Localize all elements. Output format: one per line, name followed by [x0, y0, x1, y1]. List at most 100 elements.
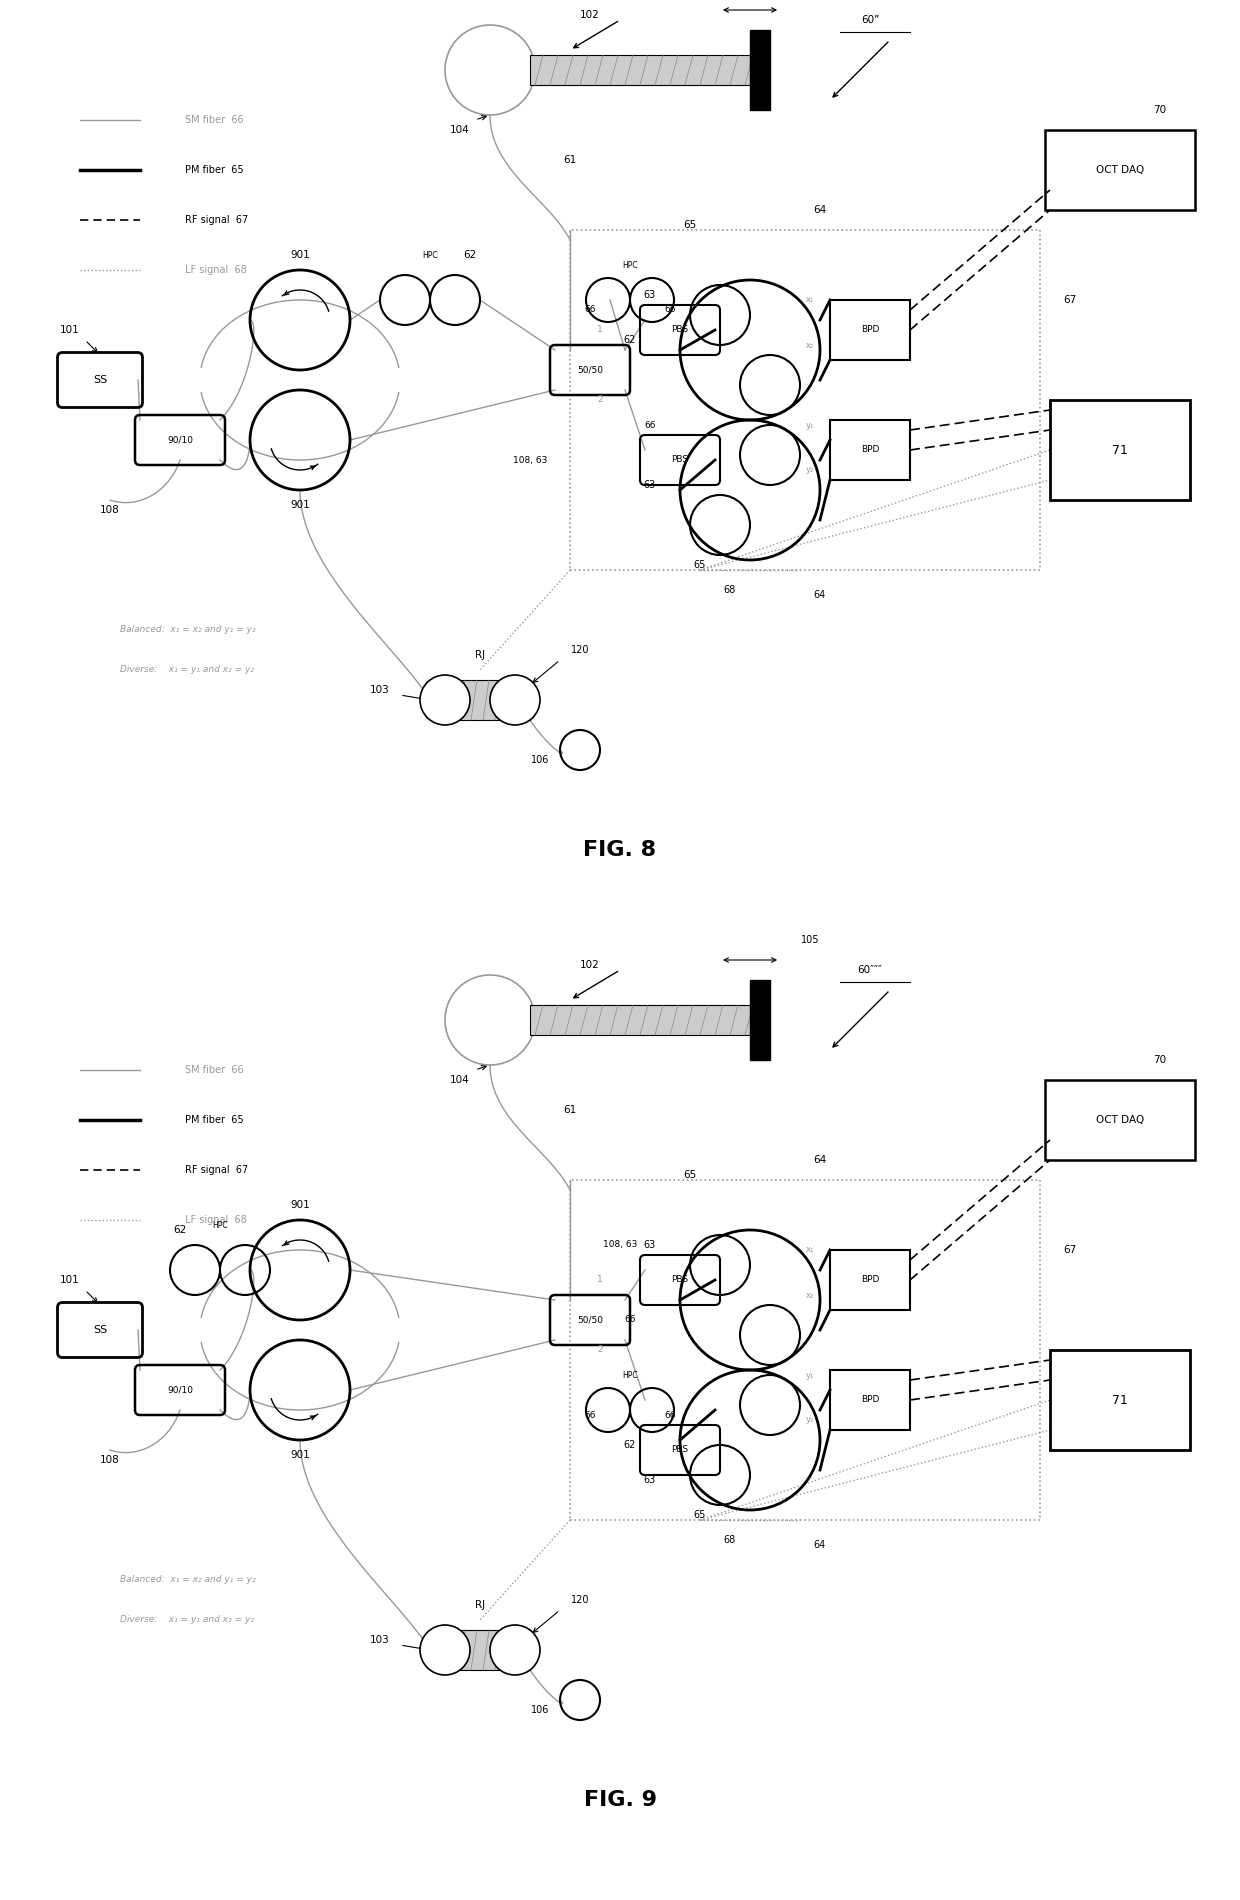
Text: HPC: HPC — [622, 1370, 637, 1379]
Text: 120: 120 — [570, 644, 589, 655]
Text: 71: 71 — [1112, 443, 1128, 456]
Text: HPC: HPC — [422, 251, 438, 260]
Text: 2: 2 — [598, 395, 603, 405]
Text: 70: 70 — [1153, 1054, 1167, 1066]
Text: Diverse:    x₁ = y₁ and x₂ = y₂: Diverse: x₁ = y₁ and x₂ = y₂ — [120, 665, 254, 674]
Bar — [830, 420, 910, 481]
Bar — [570, 230, 1040, 570]
Bar — [1050, 1351, 1190, 1450]
Text: OCT DAQ: OCT DAQ — [1096, 165, 1145, 175]
Text: 62: 62 — [624, 1440, 636, 1450]
Text: 108: 108 — [100, 1455, 120, 1465]
Text: BPD: BPD — [861, 445, 879, 454]
Text: PBS: PBS — [671, 1446, 688, 1455]
Text: 66: 66 — [645, 420, 656, 429]
Text: HPC: HPC — [212, 1220, 228, 1229]
Text: 106: 106 — [531, 1704, 549, 1716]
Text: 63: 63 — [644, 1474, 656, 1486]
Text: 103: 103 — [370, 1636, 389, 1645]
Text: HPC: HPC — [622, 260, 637, 270]
Text: RJ: RJ — [475, 1600, 485, 1609]
Text: PBS: PBS — [671, 456, 688, 464]
Text: 104: 104 — [450, 1075, 470, 1085]
Text: x₁: x₁ — [806, 1246, 815, 1254]
Text: PBS: PBS — [671, 325, 688, 334]
Bar — [1045, 129, 1195, 211]
Text: x₂: x₂ — [806, 340, 815, 350]
Text: 101: 101 — [60, 325, 79, 334]
Text: y₁: y₁ — [806, 1370, 815, 1379]
Text: LF signal  68: LF signal 68 — [185, 264, 247, 276]
Text: 63: 63 — [644, 1241, 656, 1250]
Text: 120: 120 — [570, 1594, 589, 1606]
Bar — [1045, 1079, 1195, 1161]
Text: 102: 102 — [580, 960, 600, 971]
Text: 104: 104 — [450, 125, 470, 135]
Text: 65: 65 — [683, 1170, 697, 1180]
Text: 50/50: 50/50 — [577, 1315, 603, 1324]
Bar — [830, 300, 910, 359]
Text: 64: 64 — [813, 205, 827, 215]
Text: x₂: x₂ — [806, 1290, 815, 1300]
Text: 101: 101 — [60, 1275, 79, 1284]
Text: Diverse:    x₁ = y₁ and x₂ = y₂: Diverse: x₁ = y₁ and x₂ = y₂ — [120, 1615, 254, 1624]
Text: y₁: y₁ — [806, 420, 815, 429]
Text: 60″″″: 60″″″ — [858, 965, 883, 975]
Circle shape — [490, 674, 539, 726]
Text: BPD: BPD — [861, 1275, 879, 1284]
Text: x₁: x₁ — [806, 296, 815, 304]
Text: 64: 64 — [813, 1541, 826, 1550]
Text: 901: 901 — [290, 251, 310, 260]
Text: 1: 1 — [598, 325, 603, 334]
Text: 103: 103 — [370, 686, 389, 695]
Text: FIG. 8: FIG. 8 — [584, 840, 656, 861]
Text: RF signal  67: RF signal 67 — [185, 1165, 248, 1174]
Bar — [529, 1005, 750, 1036]
Text: 60”: 60” — [861, 15, 879, 25]
Text: BPD: BPD — [861, 325, 879, 334]
Text: 70: 70 — [1153, 104, 1167, 116]
Text: 63: 63 — [644, 481, 656, 490]
Text: 61: 61 — [563, 156, 577, 165]
Bar — [750, 30, 770, 110]
Text: 63: 63 — [644, 291, 656, 300]
Text: LF signal  68: LF signal 68 — [185, 1214, 247, 1226]
Text: 67: 67 — [1064, 294, 1076, 306]
Text: 901: 901 — [290, 1201, 310, 1210]
Text: Balanced:  x₁ = x₂ and y₁ = y₂: Balanced: x₁ = x₂ and y₁ = y₂ — [120, 1575, 255, 1585]
Text: SM fiber  66: SM fiber 66 — [185, 116, 243, 125]
Text: 66: 66 — [624, 1315, 636, 1324]
Text: 901: 901 — [290, 1450, 310, 1459]
Text: 65: 65 — [683, 220, 697, 230]
Text: 90/10: 90/10 — [167, 1385, 193, 1395]
Text: SS: SS — [93, 374, 107, 386]
Text: 64: 64 — [813, 591, 826, 600]
Text: 105: 105 — [801, 935, 820, 944]
Text: SM fiber  66: SM fiber 66 — [185, 1066, 243, 1075]
Text: 62: 62 — [624, 334, 636, 346]
Text: BPD: BPD — [861, 1395, 879, 1404]
Bar — [430, 1630, 529, 1670]
Text: 90/10: 90/10 — [167, 435, 193, 445]
Text: 901: 901 — [290, 500, 310, 509]
Text: RF signal  67: RF signal 67 — [185, 215, 248, 224]
Bar — [750, 980, 770, 1060]
Text: 62: 62 — [464, 251, 476, 260]
Text: 66: 66 — [665, 306, 676, 315]
Text: 66: 66 — [584, 1410, 595, 1419]
Text: 66: 66 — [665, 1410, 676, 1419]
Text: 62: 62 — [174, 1226, 187, 1235]
Text: Balanced:  x₁ = x₂ and y₁ = y₂: Balanced: x₁ = x₂ and y₁ = y₂ — [120, 625, 255, 635]
Text: SS: SS — [93, 1324, 107, 1336]
Text: FIG. 9: FIG. 9 — [584, 1790, 656, 1811]
Text: RJ: RJ — [475, 650, 485, 659]
Bar — [830, 1370, 910, 1431]
Text: 106: 106 — [531, 754, 549, 766]
Bar — [430, 680, 529, 720]
Text: 1: 1 — [598, 1275, 603, 1284]
Text: 64: 64 — [813, 1155, 827, 1165]
Text: PM fiber  65: PM fiber 65 — [185, 165, 243, 175]
Text: y₂: y₂ — [806, 466, 815, 475]
Circle shape — [420, 674, 470, 726]
Text: PBS: PBS — [671, 1275, 688, 1284]
